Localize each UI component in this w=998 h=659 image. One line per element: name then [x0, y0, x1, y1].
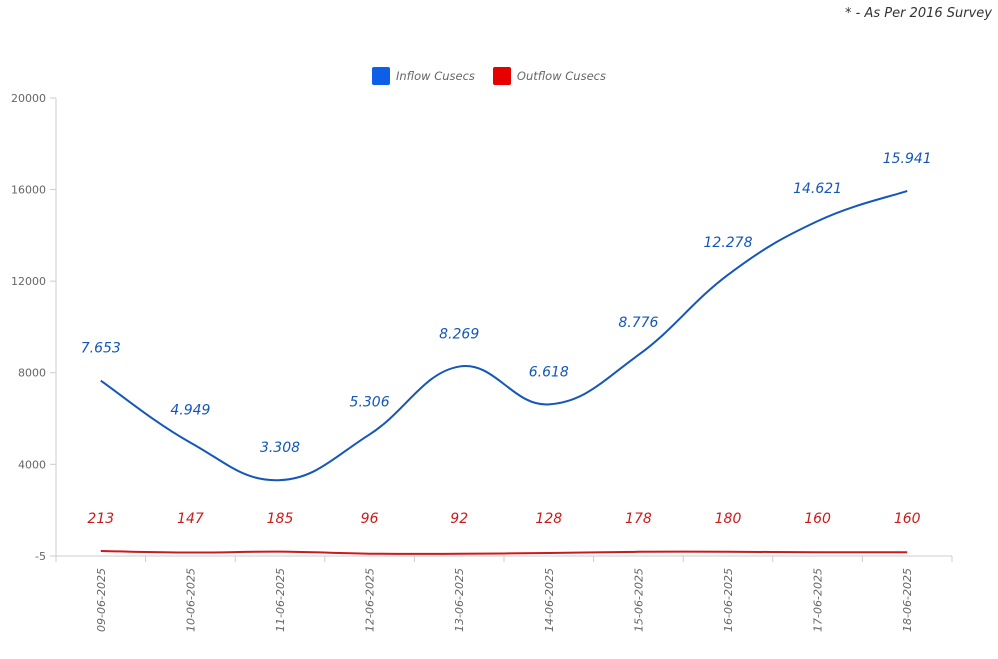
series-line-outflow	[100, 550, 908, 555]
x-tick-label: 13-06-2025	[453, 568, 466, 632]
x-tick-label: 10-06-2025	[184, 568, 197, 632]
legend-label-inflow: Inflow Cusecs	[396, 69, 475, 83]
data-label-outflow: 178	[625, 511, 652, 527]
data-label-inflow: 12.278	[704, 235, 753, 251]
data-label-inflow: 3.308	[260, 440, 300, 456]
data-label-inflow: 7.653	[81, 341, 121, 357]
data-label-inflow: 5.306	[350, 394, 390, 410]
x-tick-label: 09-06-2025	[95, 568, 108, 632]
series-line-inflow	[100, 189, 908, 482]
data-label-outflow: 213	[87, 511, 114, 527]
x-tick-label: 11-06-2025	[274, 568, 287, 632]
data-label-outflow: 185	[267, 511, 294, 527]
x-tick-label: 18-06-2025	[901, 568, 914, 632]
legend-label-outflow: Outflow Cusecs	[516, 69, 606, 83]
y-tick-label: -5	[35, 550, 46, 563]
data-label-inflow: 15.941	[883, 151, 932, 167]
legend-swatch-inflow	[372, 67, 390, 85]
legend-item-inflow[interactable]: Inflow Cusecs	[372, 67, 475, 85]
data-label-inflow: 8.269	[439, 327, 479, 343]
legend-swatch-outflow	[492, 67, 511, 85]
x-tick-label: 16-06-2025	[722, 568, 735, 632]
data-label-inflow: 8.776	[618, 315, 658, 331]
y-tick-label: 16000	[11, 184, 46, 197]
data-label-outflow: 160	[804, 511, 831, 527]
legend-item-outflow[interactable]: Outflow Cusecs	[492, 67, 606, 85]
data-label-outflow: 180	[715, 511, 742, 527]
data-label-outflow: 92	[450, 511, 468, 527]
y-tick-label: 4000	[18, 458, 46, 471]
data-label-inflow: 4.949	[170, 403, 210, 419]
x-tick-label: 14-06-2025	[543, 568, 556, 632]
x-tick-label: 15-06-2025	[632, 568, 645, 632]
chart-legend: Inflow Cusecs Outflow Cusecs	[372, 67, 606, 85]
y-tick-label: 20000	[11, 92, 46, 105]
x-tick-label: 17-06-2025	[812, 568, 825, 632]
x-tick-label: 12-06-2025	[364, 568, 377, 632]
y-tick-label: 8000	[18, 367, 46, 380]
survey-footnote: * - As Per 2016 Survey	[844, 6, 992, 21]
data-label-inflow: 6.618	[529, 364, 569, 380]
data-label-outflow: 147	[177, 511, 204, 527]
data-label-outflow: 96	[361, 511, 379, 527]
data-label-outflow: 128	[535, 511, 562, 527]
data-label-inflow: 14.621	[793, 181, 842, 197]
y-tick-label: 12000	[11, 275, 46, 288]
data-label-outflow: 160	[894, 511, 921, 527]
